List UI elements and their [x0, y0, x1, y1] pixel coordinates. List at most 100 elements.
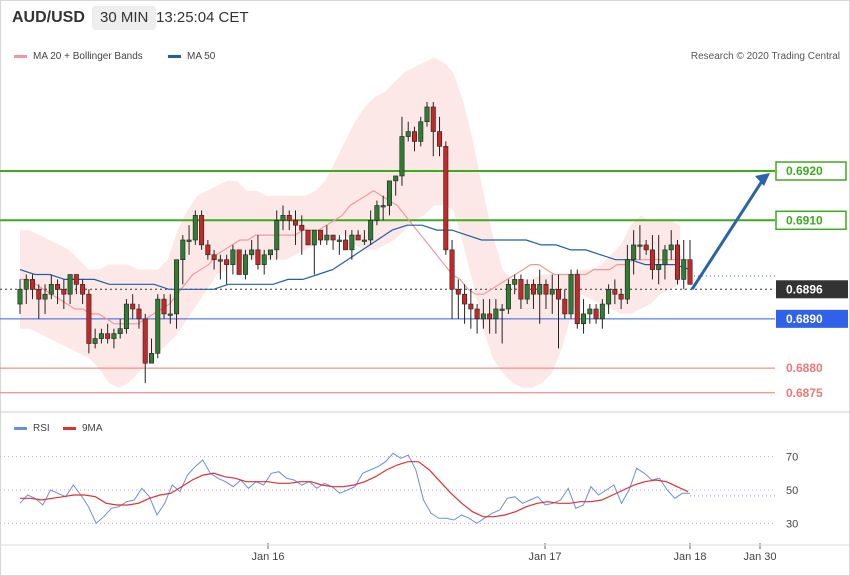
candle-body [411, 131, 417, 142]
candle [355, 230, 361, 241]
ma50-swatch [168, 54, 181, 58]
candle-body [455, 288, 461, 295]
candle [518, 274, 524, 309]
candle [606, 284, 612, 314]
level-label-0.6890: 0.6890 [786, 312, 823, 326]
candle [468, 289, 474, 329]
candle [230, 244, 236, 275]
candle-body [606, 288, 612, 305]
candle-body [393, 175, 399, 182]
candle-body [155, 298, 161, 354]
projection-arrow-line [690, 177, 766, 291]
candle [587, 304, 593, 324]
candle-body [399, 136, 405, 177]
candle [643, 240, 649, 255]
candle [562, 289, 568, 319]
candle [199, 210, 205, 250]
candle-body [543, 284, 549, 295]
candle-body [130, 303, 136, 310]
candle-body [98, 333, 104, 339]
candle [142, 313, 148, 383]
candle [111, 328, 117, 349]
candle-body [524, 284, 530, 300]
ma20-swatch [14, 54, 27, 58]
candle-body [631, 244, 637, 261]
timestamp: 13:25:04 CET [156, 9, 249, 26]
candle [593, 304, 599, 324]
candle [42, 284, 48, 314]
candle-body [148, 353, 154, 364]
candle [674, 240, 680, 285]
candle-body [687, 259, 693, 285]
candle [524, 279, 530, 305]
candle [581, 299, 587, 334]
x-tick-label: Jan 30 [743, 551, 776, 563]
candle-body [330, 234, 336, 241]
candle-body [30, 279, 36, 290]
candle [224, 254, 230, 285]
candle-body [167, 313, 173, 316]
candle [681, 240, 687, 290]
candle-body [462, 293, 468, 305]
candle [637, 225, 643, 260]
level-label-0.6880: 0.6880 [786, 361, 823, 375]
candle [662, 244, 668, 280]
candle-body [336, 239, 342, 242]
candle [36, 284, 42, 319]
candle-body [142, 318, 148, 364]
candle-body [161, 298, 167, 315]
legend-ma20-label: MA 20 + Bollinger Bands [33, 51, 143, 62]
candle [261, 249, 267, 275]
candle [612, 279, 618, 305]
candle [211, 249, 217, 270]
candle-body [562, 298, 568, 315]
candle-body [61, 288, 67, 295]
level-label-0.6896: 0.6896 [786, 282, 823, 296]
candle [443, 141, 449, 255]
candle-body [518, 279, 524, 300]
level-box-0.6896 [776, 280, 848, 299]
candle-body [324, 234, 330, 241]
timeframe-selector[interactable]: 30 MIN [92, 6, 157, 30]
candle-body [374, 205, 380, 221]
candle-body [593, 308, 599, 320]
rsi-tick-70: 70 [786, 452, 798, 464]
candle [380, 195, 386, 221]
level-box-0.6910 [775, 210, 847, 231]
candle-body [55, 284, 61, 290]
candle [324, 225, 330, 245]
candle-body [612, 288, 618, 295]
candle-body [549, 288, 555, 295]
candle [305, 229, 311, 246]
candle [242, 249, 248, 280]
candle [30, 274, 36, 300]
candle-body [174, 259, 180, 315]
symbol-label: AUD/USD [12, 9, 85, 26]
candle [462, 284, 468, 324]
legend-ma50: MA 50 [168, 51, 215, 62]
candle-body [418, 121, 424, 142]
candle [167, 294, 173, 324]
candle-body [261, 254, 267, 265]
candle-body [105, 333, 111, 339]
candle-body [92, 338, 98, 344]
candle-body [349, 234, 355, 251]
candle-body [556, 288, 562, 300]
candle [405, 121, 411, 142]
candle [656, 235, 662, 285]
candle-body [199, 215, 205, 246]
candle-body [368, 219, 374, 241]
candle-body [249, 249, 255, 256]
candle [393, 175, 399, 196]
candle [205, 240, 211, 260]
candle [574, 269, 580, 329]
candle-body [236, 249, 242, 275]
candle [117, 318, 123, 339]
candle-body [355, 234, 361, 241]
candle-body [443, 146, 449, 251]
candle [530, 279, 536, 309]
candle [86, 289, 92, 354]
candle-body [117, 328, 123, 334]
candle [267, 249, 273, 260]
